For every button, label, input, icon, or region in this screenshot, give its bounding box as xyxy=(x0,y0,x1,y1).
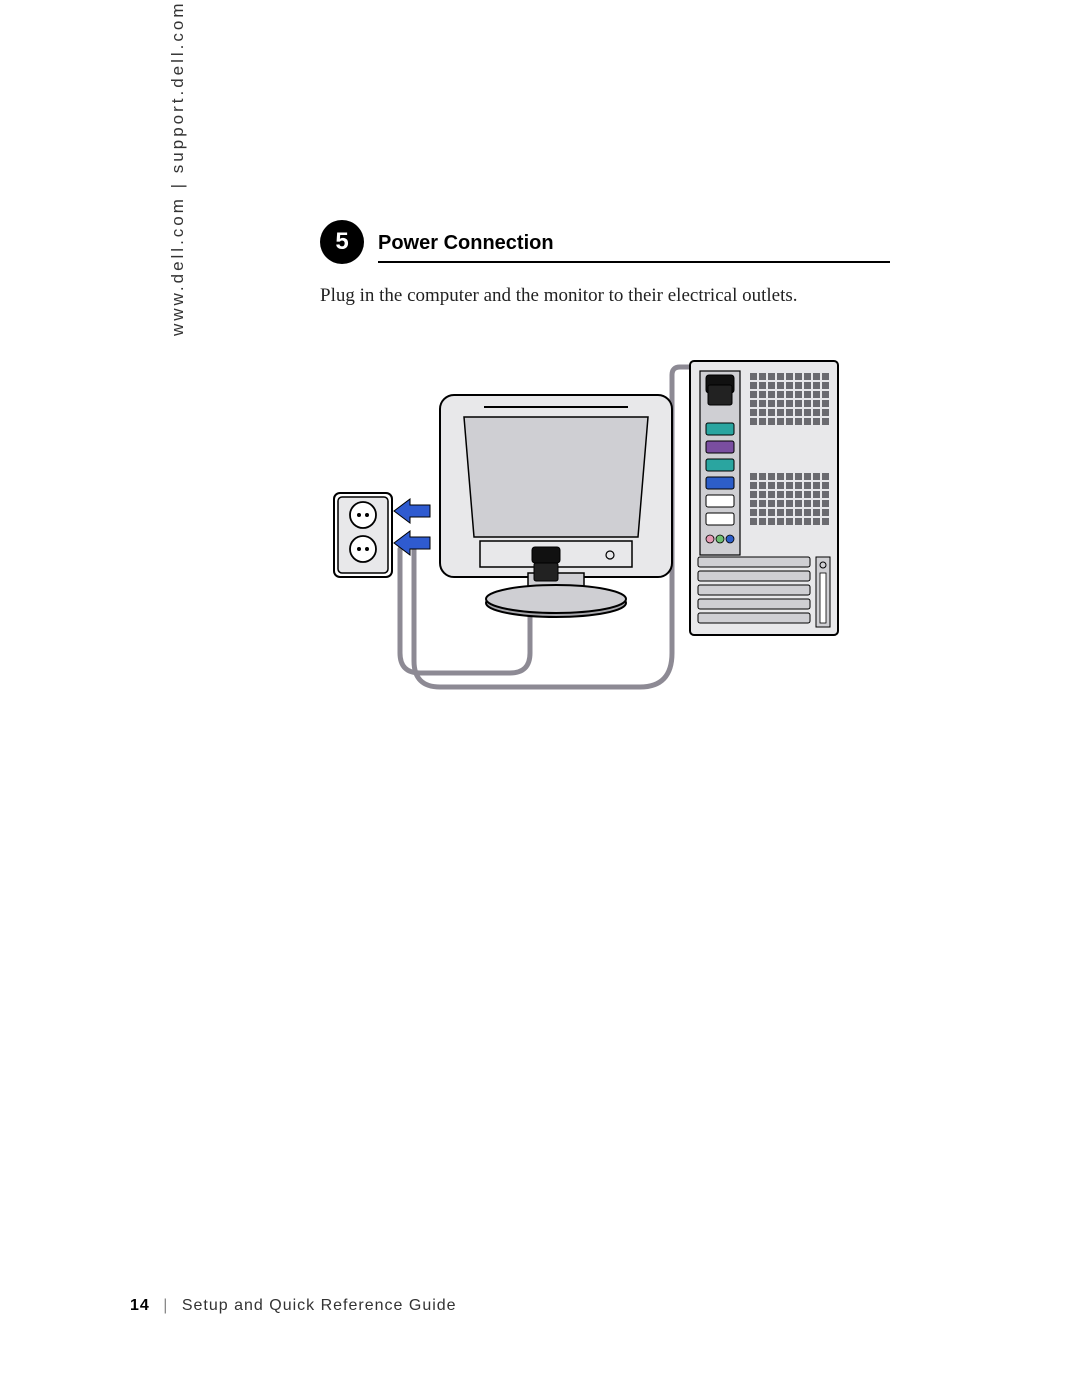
guide-title: Setup and Quick Reference Guide xyxy=(182,1297,457,1314)
content-block: 5 Power Connection Plug in the computer … xyxy=(320,220,890,718)
step-title-rule: Power Connection xyxy=(378,232,890,263)
step-instruction-text: Plug in the computer and the monitor to … xyxy=(320,282,890,311)
side-url: www.dell.com | support.dell.com xyxy=(168,0,188,336)
step-title: Power Connection xyxy=(378,232,890,255)
step-header: 5 Power Connection xyxy=(320,220,890,264)
page-footer: 14 | Setup and Quick Reference Guide xyxy=(130,1297,457,1315)
step-number-badge: 5 xyxy=(320,220,364,264)
footer-separator: | xyxy=(163,1297,168,1314)
power-connection-diagram xyxy=(320,353,880,713)
manual-page: www.dell.com | support.dell.com 5 Power … xyxy=(0,0,1080,1397)
page-number: 14 xyxy=(130,1297,150,1314)
